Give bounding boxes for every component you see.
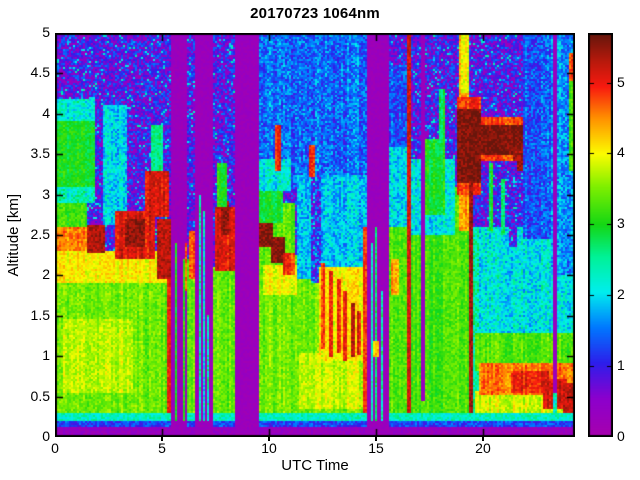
y-tick-label: 2.5 [30, 226, 50, 242]
x-tick-label: 5 [158, 440, 166, 456]
chart-title: 20170723 1064nm [250, 5, 380, 22]
y-tick-label: 2 [42, 266, 50, 283]
colorbar-tick-label: 2 [617, 286, 625, 303]
x-tick-label: 0 [51, 440, 59, 456]
x-tick-mark [267, 437, 270, 441]
colorbar-tick-label: 3 [617, 215, 625, 232]
x-tick-label: 20 [475, 440, 491, 456]
y-tick-label: 1.5 [30, 306, 50, 323]
x-tick-label: 15 [368, 440, 384, 456]
x-axis-label: UTC Time [281, 457, 349, 474]
y-tick-label: 0.5 [30, 387, 50, 404]
y-tick-label: 3.5 [30, 145, 50, 162]
y-tick-label: 5 [42, 24, 50, 40]
y-tick-label: 4 [42, 104, 50, 121]
colorbar-canvas [588, 33, 613, 437]
x-tick-mark [374, 437, 377, 441]
y-tick-label: 1 [42, 347, 50, 364]
colorbar-tick-label: 5 [617, 73, 625, 90]
heatmap-canvas [55, 33, 575, 437]
y-tick-label: 4.5 [30, 64, 50, 81]
x-tick-mark [481, 437, 484, 441]
y-tick-label: 3 [42, 185, 50, 202]
colorbar-tick-label: 0 [617, 428, 625, 444]
colorbar-tick-label: 4 [617, 144, 625, 161]
y-tick-label: 0 [42, 428, 50, 444]
x-tick-mark [160, 437, 163, 441]
colorbar-tick-label: 1 [617, 357, 625, 374]
x-tick-label: 10 [261, 440, 277, 456]
